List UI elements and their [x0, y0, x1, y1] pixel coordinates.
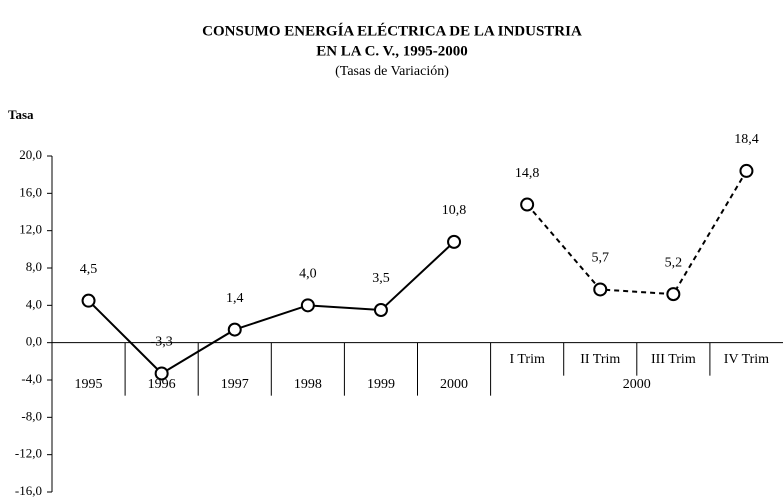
point: [227, 322, 242, 337]
y-tick-label: 4,0: [26, 296, 42, 311]
y-tick-label: 8,0: [26, 259, 42, 274]
data-label: 4,5: [80, 262, 98, 277]
data-label: 3,5: [372, 271, 390, 286]
point: [520, 197, 535, 212]
point: [300, 298, 315, 313]
y-tick-label: 20,0: [19, 147, 42, 162]
data-label: 5,7: [592, 251, 610, 266]
y-tick-label: 12,0: [19, 222, 42, 237]
data-label: 1,4: [226, 291, 244, 306]
x-tick-label: IV Trim: [724, 352, 769, 367]
chart-subtitle: (Tasas de Variación): [335, 64, 449, 79]
x-tick-label: 1997: [221, 377, 249, 392]
data-label: 14,8: [515, 166, 540, 181]
y-tick-label: 0,0: [26, 334, 42, 349]
line: [526, 170, 748, 296]
point: [666, 287, 681, 302]
y-tick-label: -16,0: [15, 483, 42, 497]
y-axis-label: Tasa: [8, 107, 34, 122]
line: [87, 241, 455, 375]
point: [447, 234, 462, 249]
point: [739, 163, 754, 178]
point: [81, 293, 96, 308]
x-tick-label: III Trim: [651, 352, 696, 367]
data-label: 18,4: [734, 132, 759, 147]
point: [154, 366, 169, 381]
x-tick-label: 1996: [148, 377, 176, 392]
x-tick-label: 1999: [367, 377, 395, 392]
point: [373, 303, 388, 317]
y-tick-label: -4,0: [21, 371, 42, 386]
data-label: 10,8: [442, 203, 467, 218]
x-tick-label: 1995: [75, 377, 103, 392]
data-label: -3,3: [151, 335, 173, 350]
x-tick-label: I Trim: [509, 352, 545, 367]
data-label: 4,0: [299, 267, 317, 282]
chart-title: CONSUMO ENERGÍA ELÉCTRICA DE LA INDUSTRI…: [202, 22, 582, 39]
x-tick-label: 1998: [294, 377, 322, 392]
y-tick-label: 16,0: [19, 184, 42, 199]
y-tick-label: -8,0: [21, 408, 42, 423]
x-tick-label: II Trim: [580, 352, 620, 367]
chart-title: EN LA C. V., 1995-2000: [316, 43, 468, 59]
data-label: 5,2: [665, 255, 683, 270]
group-label: 2000: [623, 377, 651, 392]
x-tick-label: 2000: [440, 377, 468, 392]
point: [593, 282, 608, 297]
y-tick-label: -12,0: [15, 446, 42, 461]
